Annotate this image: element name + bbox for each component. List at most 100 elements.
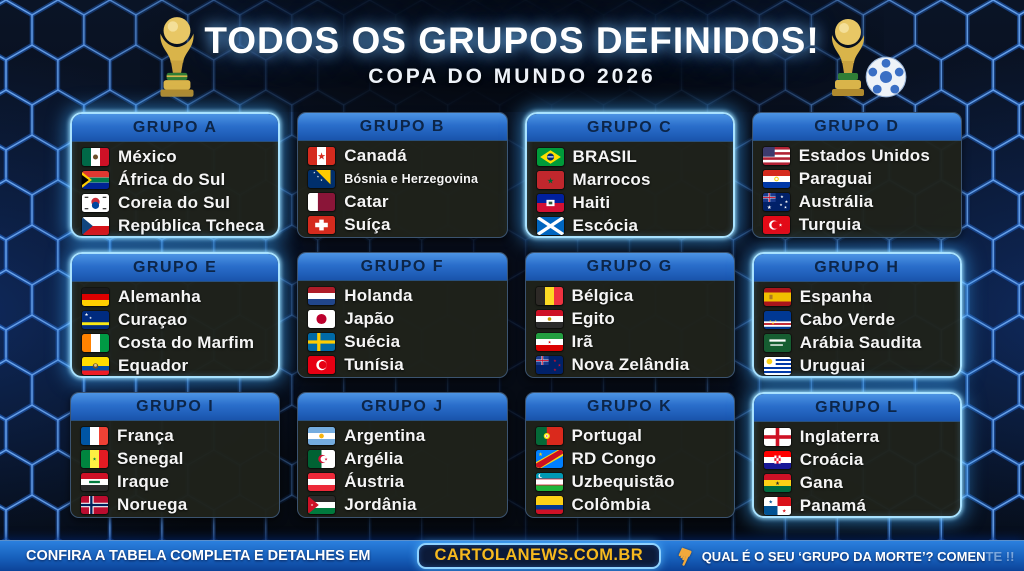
group-card-g: GRUPO G Bélgica Egito ★ Irã ★ ★ ★ Nova Zelân… <box>524 252 735 378</box>
team-name: Turquia <box>798 214 862 234</box>
flag-icon-argentina <box>308 426 336 445</box>
website-url: CARTOLANEWS.COM.BR <box>434 546 644 564</box>
team-row: ★ Tunísia <box>308 353 500 376</box>
team-row: Uzbequistão <box>535 470 728 493</box>
team-name: Suíça <box>344 214 391 234</box>
team-row: África do Sul <box>82 168 272 191</box>
team-row: Áustria <box>308 470 500 493</box>
footer-cta-text: CONFIRA A TABELA COMPLETA E DETALHES EM <box>26 548 371 564</box>
flag-icon-dr-congo: ★ <box>535 449 563 468</box>
flag-icon-colombia <box>535 495 563 514</box>
footer-question-fade: TE !! <box>985 548 1015 564</box>
flag-icon-switzerland <box>308 215 336 234</box>
team-name: Jordânia <box>344 494 417 514</box>
world-cup-trophy-icon <box>146 13 208 99</box>
group-header: GRUPO G <box>525 253 734 281</box>
flag-icon-netherlands <box>308 286 336 305</box>
svg-text:★: ★ <box>538 451 543 457</box>
team-row: ★ ★ Curaçao <box>82 308 272 331</box>
flag-icon-haiti <box>536 193 564 212</box>
flag-icon-uzbekistan <box>535 472 563 491</box>
team-row: Egito <box>535 307 728 330</box>
flag-icon-curacao: ★ ★ <box>82 310 109 329</box>
team-row: ★ Marrocos <box>536 168 727 191</box>
team-name: Colômbia <box>571 494 651 514</box>
svg-text:★: ★ <box>317 151 326 162</box>
team-name: França <box>117 425 174 445</box>
flag-icon-spain <box>763 287 791 306</box>
team-name: Áustria <box>344 471 405 491</box>
flag-icon-canada: ★ <box>308 146 336 165</box>
group-card-d: GRUPO D Estados Unidos Paraguai ★ ★ ★ ★ ★ Aus… <box>751 112 962 238</box>
team-row: ★ ★ Panamá <box>763 494 954 516</box>
team-name: Inglaterra <box>799 426 880 446</box>
website-link[interactable]: CARTOLANEWS.COM.BR <box>416 543 662 569</box>
team-row: Japão <box>308 307 500 330</box>
header: TODOS OS GRUPOS DEFINIDOS! COPA DO MUNDO… <box>0 0 1024 110</box>
flag-icon-brazil <box>536 147 564 166</box>
group-card-b: GRUPO B ★ Canadá ★ ★ ★ Bósnia e Herzegovina … <box>297 112 508 238</box>
team-row: ★ Canadá <box>308 144 500 167</box>
flag-icon-austria <box>308 472 336 491</box>
team-row: Argentina <box>308 424 500 447</box>
team-row: Portugal <box>535 424 728 447</box>
flag-icon-mexico <box>82 147 109 166</box>
flag-icon-iran: ★ <box>535 332 563 351</box>
team-row: Iraque <box>81 470 273 493</box>
team-row: ★ Argélia <box>308 447 500 470</box>
team-name: Portugal <box>571 425 643 445</box>
team-row: México <box>82 145 272 168</box>
svg-text:★: ★ <box>324 456 328 461</box>
team-name: Argentina <box>344 425 426 445</box>
team-row: Paraguai <box>762 167 955 190</box>
flag-icon-algeria: ★ <box>308 449 336 468</box>
flag-icon-cape-verde: ★ ★ ★ <box>763 310 791 329</box>
svg-text:★: ★ <box>89 315 92 319</box>
team-name: Bélgica <box>571 285 634 305</box>
team-row: ★ ★ ★ ★ ★ Austrália <box>762 190 955 213</box>
flag-icon-south-korea <box>82 193 109 212</box>
team-name: Canadá <box>344 145 407 165</box>
team-name: República Tcheca <box>118 215 265 235</box>
svg-text:★: ★ <box>768 499 773 505</box>
flag-icon-norway <box>81 495 108 514</box>
team-name: Tunísia <box>344 354 404 374</box>
svg-text:★: ★ <box>778 222 782 228</box>
team-name: África do Sul <box>118 169 226 189</box>
team-row: ★ Irã <box>535 330 728 353</box>
group-header: GRUPO L <box>753 394 960 422</box>
team-row: Arábia Saudita <box>763 331 954 354</box>
team-name: Paraguai <box>798 168 873 188</box>
team-name: Escócia <box>572 215 639 235</box>
svg-text:★: ★ <box>547 339 551 344</box>
flag-icon-jordan: ★ <box>308 495 336 514</box>
pointing-hand-icon: ☛ <box>667 541 700 571</box>
group-header: GRUPO C <box>526 114 733 142</box>
group-card-h: GRUPO H Espanha ★ ★ ★ Cabo Verde Arábia Sau… <box>751 252 962 378</box>
team-name: Curaçao <box>118 309 188 329</box>
team-name: México <box>118 146 177 166</box>
team-row: Haiti <box>536 191 727 214</box>
svg-text:★: ★ <box>784 205 787 209</box>
group-header: GRUPO I <box>71 393 280 421</box>
team-name: Egito <box>571 308 615 328</box>
group-card-i: GRUPO I França ★ Senegal Iraque Noruega <box>70 392 281 518</box>
group-header: GRUPO B <box>298 113 507 141</box>
group-header: GRUPO J <box>298 393 507 421</box>
titles: TODOS OS GRUPOS DEFINIDOS! COPA DO MUNDO… <box>0 20 1024 89</box>
group-header: GRUPO A <box>72 114 279 142</box>
team-row: Colômbia <box>535 493 728 516</box>
main-title: TODOS OS GRUPOS DEFINIDOS! <box>204 20 820 61</box>
team-row: Bélgica <box>535 284 728 307</box>
flag-icon-sweden <box>308 332 336 351</box>
svg-text:★: ★ <box>769 319 772 322</box>
svg-text:★: ★ <box>771 321 774 325</box>
team-row: ★ Turquia <box>762 213 955 236</box>
flag-icon-panama: ★ ★ <box>763 496 791 515</box>
team-name: Marrocos <box>572 169 651 189</box>
team-name: Uruguai <box>799 355 866 375</box>
team-name: Irã <box>571 331 593 351</box>
footer-question: ☛ QUAL É O SEU ‘GRUPO DA MORTE’? COMENTE… <box>668 541 1015 571</box>
soccer-ball-icon <box>865 56 907 98</box>
